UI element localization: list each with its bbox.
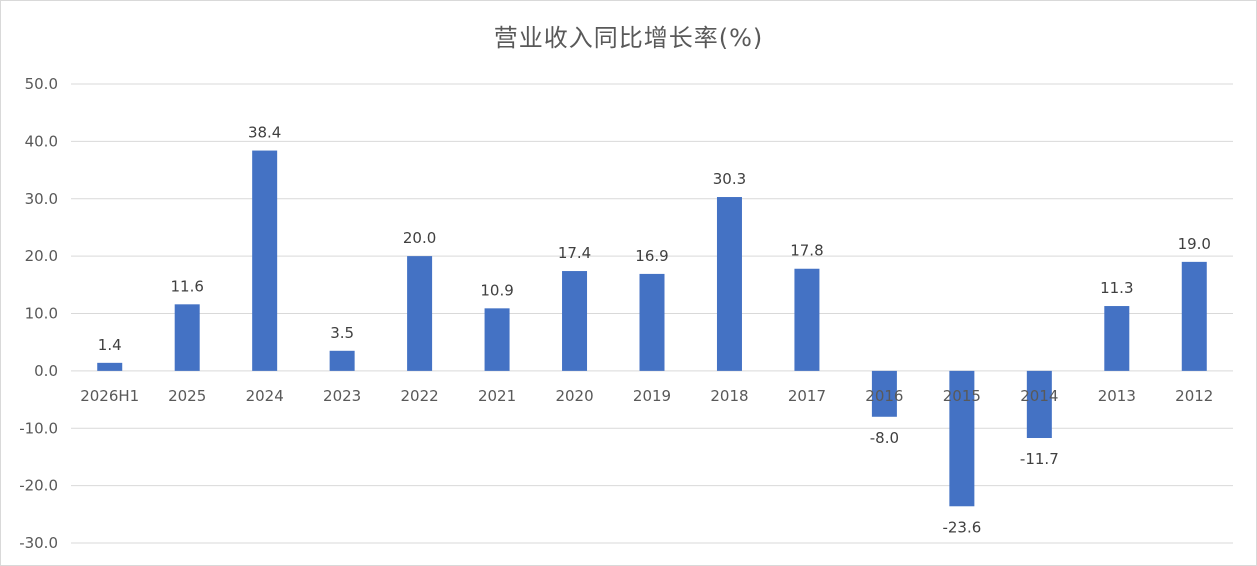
y-axis-ticks: -30.0 -20.0 -10.0 0.0 10.0 20.0 30.0 40.0 50.0	[19, 75, 58, 552]
data-label: 38.4	[248, 124, 281, 142]
data-label: 19.0	[1178, 235, 1211, 253]
x-category-label: 2022	[401, 387, 439, 405]
data-label: 11.3	[1100, 279, 1133, 297]
x-category-label: 2023	[323, 387, 361, 405]
bar	[562, 271, 588, 371]
bar	[794, 268, 820, 371]
data-label: 11.6	[170, 277, 203, 295]
y-tick-label: -20.0	[19, 477, 58, 495]
bar	[484, 308, 510, 371]
data-label: -23.6	[942, 518, 981, 536]
bars	[97, 150, 1207, 507]
x-category-label: 2021	[478, 387, 516, 405]
bar	[716, 197, 742, 371]
bar	[639, 273, 665, 371]
x-category-label: 2024	[246, 387, 284, 405]
y-tick-label: 20.0	[25, 247, 58, 265]
y-tick-label: 40.0	[25, 132, 58, 150]
x-category-label: 2019	[633, 387, 671, 405]
bar	[174, 304, 200, 371]
y-tick-label: 50.0	[25, 75, 58, 93]
data-label: 16.9	[635, 247, 668, 265]
data-label: 30.3	[713, 170, 746, 188]
data-label: 10.9	[480, 281, 513, 299]
y-tick-label: 30.0	[25, 190, 58, 208]
bar	[949, 370, 975, 507]
bar	[1181, 261, 1207, 371]
x-category-label: 2016	[865, 387, 903, 405]
y-tick-label: -30.0	[19, 534, 58, 552]
bar	[1104, 306, 1130, 371]
y-tick-label: 0.0	[34, 362, 58, 380]
data-label: -11.7	[1020, 450, 1059, 468]
y-tick-label: 10.0	[25, 305, 58, 323]
bar	[407, 256, 433, 371]
data-label: -8.0	[870, 429, 899, 447]
data-label: 3.5	[330, 324, 354, 342]
x-category-label: 2018	[710, 387, 748, 405]
bar	[1026, 370, 1052, 439]
bar	[329, 350, 355, 371]
y-tick-label: -10.0	[19, 419, 58, 437]
x-category-label: 2012	[1175, 387, 1213, 405]
data-labels: 1.4 11.6 38.4 3.5 20.0 10.9 17.4 16.9 30.3 17.8 -8…	[98, 124, 1211, 537]
x-category-label: 2020	[555, 387, 593, 405]
x-category-label: 2014	[1020, 387, 1058, 405]
x-category-label: 2025	[168, 387, 206, 405]
data-label: 20.0	[403, 229, 436, 247]
data-label: 1.4	[98, 336, 122, 354]
x-category-label: 2013	[1098, 387, 1136, 405]
bar	[871, 370, 897, 417]
data-label: 17.4	[558, 244, 591, 262]
bar	[97, 362, 123, 371]
x-category-label: 2017	[788, 387, 826, 405]
data-label: 17.8	[790, 242, 823, 260]
x-category-label: 2026H1	[80, 387, 139, 405]
x-axis-categories: 2026H1 2025 2024 2023 2022 2021 2020 2019 2018 20…	[80, 387, 1213, 405]
bar	[252, 150, 278, 371]
chart-title: 营业收入同比增长率(%)	[493, 24, 764, 52]
x-category-label: 2015	[943, 387, 981, 405]
